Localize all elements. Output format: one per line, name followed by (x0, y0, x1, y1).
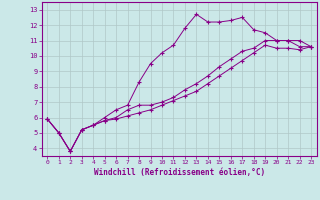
X-axis label: Windchill (Refroidissement éolien,°C): Windchill (Refroidissement éolien,°C) (94, 168, 265, 177)
